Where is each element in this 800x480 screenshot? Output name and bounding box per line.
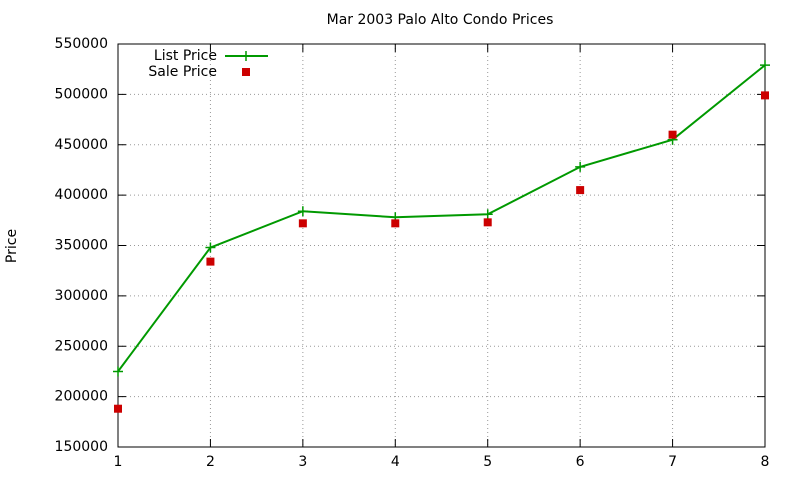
- y-tick-label: 350000: [55, 238, 108, 254]
- x-tick-label: 4: [391, 454, 400, 470]
- y-tick-label: 250000: [55, 338, 108, 354]
- data-point: [297, 206, 308, 217]
- y-tick-label: 450000: [55, 137, 108, 153]
- x-tick-label: 6: [576, 454, 585, 470]
- x-tick-label: 1: [114, 454, 123, 470]
- data-point: [576, 186, 585, 195]
- x-tick-label: 5: [483, 454, 492, 470]
- legend-marker: [242, 68, 250, 76]
- y-tick-label: 400000: [55, 187, 108, 203]
- plot-frame: [117, 43, 766, 448]
- data-point: [668, 130, 677, 139]
- data-point: [298, 219, 307, 228]
- data-point: [206, 257, 215, 266]
- x-tick-label: 2: [206, 454, 215, 470]
- y-tick-label: 300000: [55, 288, 108, 304]
- y-axis-label: Price: [4, 229, 20, 263]
- data-point: [575, 161, 586, 172]
- data-point: [114, 404, 122, 413]
- data-point: [391, 219, 400, 228]
- data-point: [760, 60, 770, 71]
- data-point: [205, 242, 216, 253]
- y-tick-label: 550000: [55, 36, 108, 52]
- x-tick-label: 3: [298, 454, 307, 470]
- legend-marker: [241, 51, 251, 61]
- data-point: [113, 366, 123, 377]
- data-point: [761, 91, 769, 100]
- chart-title: Mar 2003 Palo Alto Condo Prices: [327, 12, 554, 28]
- y-tick-label: 150000: [55, 439, 108, 455]
- legend-label: Sale Price: [148, 64, 217, 80]
- y-tick-label: 500000: [55, 86, 108, 102]
- data-point: [482, 209, 493, 220]
- x-tick-label: 8: [761, 454, 770, 470]
- y-tick-label: 200000: [55, 389, 108, 405]
- x-tick-label: 7: [668, 454, 677, 470]
- series-line: [117, 64, 766, 373]
- legend-label: List Price: [154, 48, 217, 64]
- data-point: [483, 218, 492, 227]
